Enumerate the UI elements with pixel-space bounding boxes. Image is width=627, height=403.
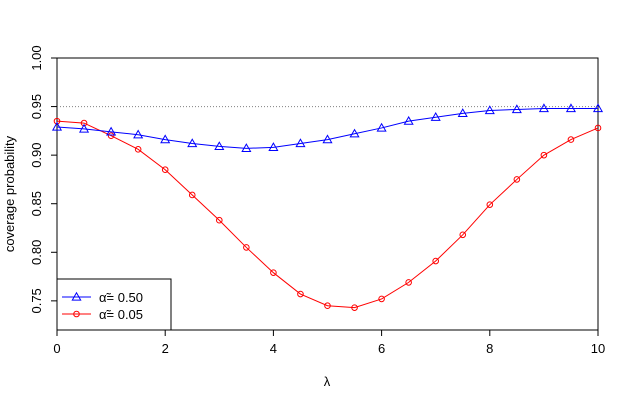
x-tick-label: 2 <box>162 341 169 356</box>
data-point-circle <box>378 295 385 303</box>
data-point-triangle <box>322 134 333 144</box>
y-tick-label: 0.80 <box>29 240 44 265</box>
data-point-triangle <box>71 291 82 301</box>
data-point-circle <box>324 302 331 310</box>
series-line <box>56 108 598 149</box>
data-point-circle <box>270 269 277 276</box>
series-alpha-005 <box>53 117 602 311</box>
data-point-triangle <box>133 129 144 139</box>
data-point-triangle <box>457 108 468 118</box>
x-tick-label: 6 <box>378 341 385 356</box>
data-point-circle <box>567 136 575 143</box>
x-tick-label: 8 <box>486 341 493 356</box>
data-point-triangle <box>160 134 171 144</box>
data-point-circle <box>513 176 521 183</box>
x-tick-label: 0 <box>53 341 60 356</box>
data-point-triangle <box>376 122 387 132</box>
legend-label: α̃= 0.05 <box>99 307 143 322</box>
series-alpha-050 <box>51 103 604 152</box>
data-point-circle <box>80 119 88 127</box>
legend-item: α̃= 0.50 <box>62 290 143 305</box>
y-axis-title: coverage probability <box>2 135 17 252</box>
data-point-triangle <box>592 103 604 113</box>
legend-label: α̃= 0.50 <box>99 290 143 305</box>
data-point-circle <box>161 166 169 174</box>
x-tick-label: 10 <box>591 341 605 356</box>
legend: α̃= 0.50 α̃= 0.05 <box>56 278 172 331</box>
y-axis: 0.75 0.80 0.85 0.90 0.95 1.00 <box>29 45 57 314</box>
data-point-triangle <box>295 138 306 148</box>
data-point-circle <box>432 257 440 265</box>
data-point-triangle <box>430 112 441 121</box>
series-layer <box>51 103 604 311</box>
data-point-triangle <box>403 115 414 125</box>
data-point-circle <box>134 146 142 153</box>
y-tick-label: 0.95 <box>29 94 44 119</box>
data-point-triangle <box>268 142 279 152</box>
y-tick-label: 0.85 <box>29 191 44 216</box>
y-tick-label: 0.90 <box>29 142 44 167</box>
data-point-circle <box>53 117 61 125</box>
data-point-circle <box>107 132 115 140</box>
data-point-circle <box>243 244 250 251</box>
x-tick-label: 4 <box>270 341 277 356</box>
data-point-circle <box>188 191 196 199</box>
plot-frame <box>56 57 599 331</box>
x-axis: 0 2 4 6 8 10 <box>53 330 605 356</box>
data-point-circle <box>216 216 223 224</box>
y-tick-label: 0.75 <box>29 288 44 313</box>
data-point-triangle <box>484 105 495 115</box>
legend-item: α̃= 0.05 <box>62 307 143 322</box>
legend-box <box>56 278 172 331</box>
data-point-triangle <box>106 126 117 136</box>
data-point-triangle <box>187 138 198 148</box>
data-point-circle <box>594 124 602 132</box>
series-line <box>56 120 599 309</box>
data-point-circle <box>351 304 358 311</box>
data-point-triangle <box>241 143 252 152</box>
data-point-triangle <box>538 103 549 113</box>
data-point-triangle <box>51 121 63 131</box>
data-point-circle <box>405 279 412 286</box>
y-tick-label: 1.00 <box>29 45 44 70</box>
data-point-triangle <box>565 103 577 113</box>
x-axis-title: λ <box>324 374 331 389</box>
data-point-triangle <box>511 104 522 114</box>
data-point-circle <box>297 290 304 298</box>
data-point-triangle <box>214 141 225 151</box>
data-point-circle <box>459 231 467 239</box>
data-point-triangle <box>349 128 360 138</box>
data-point-triangle <box>78 123 90 133</box>
data-point-circle <box>540 151 548 159</box>
data-point-circle <box>73 310 80 318</box>
data-point-circle <box>486 201 494 208</box>
